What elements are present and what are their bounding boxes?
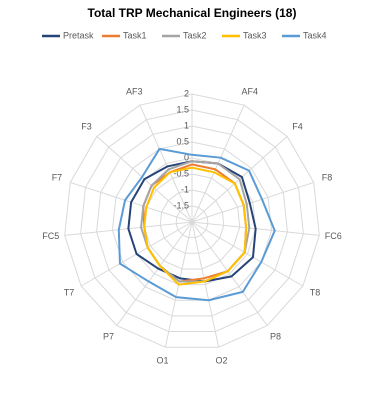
category-label: F7 (52, 172, 63, 182)
y-tick-label: 1 (184, 120, 189, 130)
y-tick-label: -0.5 (173, 168, 189, 178)
legend-label: Task4 (303, 30, 327, 40)
legend-label: Task2 (183, 30, 207, 40)
category-label: FC5 (42, 231, 59, 241)
legend-label: Task3 (243, 30, 267, 40)
grid-ring (80, 109, 304, 333)
grid-ring (175, 205, 209, 239)
chart-title: Total TRP Mechanical Engineers (18) (88, 6, 297, 20)
spoke (191, 181, 314, 223)
series-line (143, 166, 248, 286)
legend-label: Pretask (63, 30, 94, 40)
y-tick-label: -1.5 (173, 200, 189, 210)
y-tick-label: 2 (184, 88, 189, 98)
y-tick-label: 1.5 (176, 104, 189, 114)
grid-ring (96, 125, 288, 317)
y-tick-label: 0 (184, 152, 189, 162)
category-label: P8 (270, 331, 281, 341)
spoke (191, 221, 220, 348)
legend-label: Task1 (123, 30, 147, 40)
spoke (191, 221, 304, 287)
category-label: T7 (64, 287, 75, 297)
grid-ring (159, 189, 225, 254)
category-label: F4 (292, 121, 303, 131)
spoke (139, 104, 193, 223)
category-label: O2 (216, 355, 228, 365)
spoke (191, 221, 268, 326)
category-label: P7 (103, 331, 114, 341)
category-label: FC6 (325, 231, 342, 241)
series-line (140, 160, 251, 283)
y-tick-label: 0.5 (176, 136, 189, 146)
grid-ring (64, 93, 320, 348)
y-tick-label: -1 (181, 184, 189, 194)
grid-ring (111, 141, 273, 301)
category-label: T8 (310, 287, 321, 297)
category-label: AF3 (126, 87, 143, 97)
series-line (117, 147, 276, 302)
category-label: F3 (81, 121, 92, 131)
category-label: AF4 (241, 87, 258, 97)
grid-ring (143, 173, 241, 270)
spoke (116, 221, 193, 326)
category-label: F8 (322, 172, 333, 182)
category-label: O1 (156, 355, 168, 365)
